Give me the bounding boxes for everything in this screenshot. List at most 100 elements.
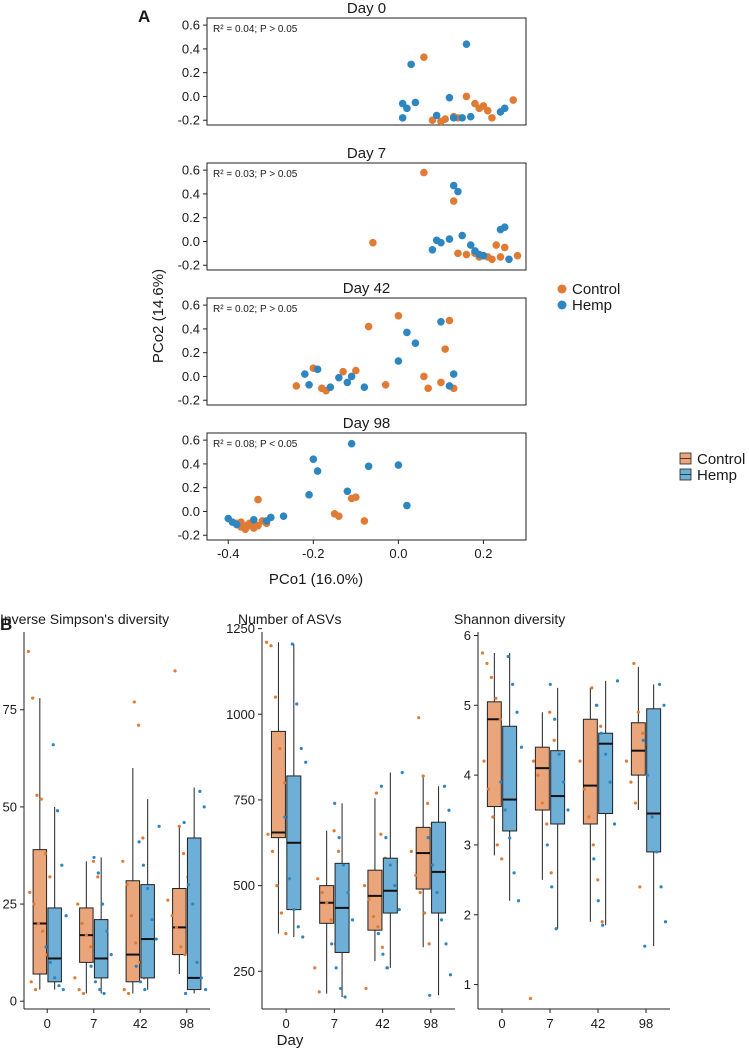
x-tick-label: 0: [498, 1016, 505, 1031]
jitter-point-control: [31, 696, 35, 700]
jitter-point-hemp: [511, 682, 515, 686]
jitter-point-control: [35, 793, 39, 797]
point-hemp: [505, 255, 513, 264]
jitter-point-hemp: [393, 884, 397, 888]
jitter-point-control: [81, 991, 86, 996]
jitter-point-control: [552, 738, 556, 742]
jitter-point-control: [426, 801, 430, 805]
point-hemp: [466, 112, 475, 121]
jitter-point-control: [320, 890, 324, 895]
point-hemp: [449, 370, 458, 378]
point-hemp: [411, 339, 420, 347]
jitter-point-hemp: [57, 984, 61, 988]
point-control: [381, 380, 390, 389]
jitter-point-hemp: [304, 760, 308, 764]
jitter-point-hemp: [100, 902, 105, 906]
jitter-point-control: [409, 849, 413, 853]
jitter-point-control: [636, 710, 640, 714]
jitter-point-control: [591, 843, 595, 847]
jitter-point-hemp: [376, 932, 381, 936]
jitter-point-hemp: [93, 980, 98, 984]
point-control: [420, 372, 428, 381]
x-tick-label: 42: [133, 1016, 147, 1031]
jitter-point-control: [587, 815, 591, 819]
box-hemp: [431, 821, 447, 914]
point-hemp: [398, 114, 407, 122]
y-tick-label: 0.4: [182, 456, 200, 471]
jitter-point-control: [313, 966, 317, 970]
y-tick-label: 0.2: [182, 65, 200, 80]
box-panel-title: Shannon diversity: [454, 611, 565, 627]
plot-frame: [206, 17, 527, 126]
jitter-point-control: [500, 857, 504, 861]
jitter-point-control: [536, 773, 540, 777]
point-control: [441, 115, 449, 123]
x-tick-label: -0.2: [302, 546, 324, 561]
jitter-point-control: [96, 875, 100, 879]
jitter-point-control: [325, 901, 329, 905]
jitter-point-hemp: [655, 850, 659, 854]
legend-b-control-label: Control: [697, 451, 745, 468]
jitter-point-hemp: [503, 808, 507, 812]
jitter-point-hemp: [55, 809, 60, 813]
point-hemp: [335, 373, 343, 382]
point-control: [352, 366, 360, 375]
jitter-point-control: [336, 849, 341, 853]
y-tick-label: 50: [3, 799, 17, 814]
point-hemp: [343, 378, 352, 387]
jitter-point-control: [590, 686, 594, 690]
jitter-point-control: [141, 836, 145, 840]
point-hemp: [249, 515, 258, 524]
pcoa-day7-panel: Day 7 R² = 0.03; P > 0.05 -0.2 0.0 0.2 0.4 0.6: [178, 145, 527, 273]
point-hemp: [479, 251, 488, 260]
jitter-point-hemp: [599, 731, 603, 735]
jitter-point-hemp: [89, 964, 93, 968]
point-hemp: [437, 238, 445, 247]
point-control: [441, 345, 449, 353]
jitter-point-control: [73, 976, 77, 980]
box-hemp: [502, 725, 518, 832]
box-control: [32, 849, 48, 975]
jitter-point-control: [125, 883, 129, 887]
y-tick-label: 750: [233, 792, 255, 807]
jitter-point-hemp: [384, 836, 388, 840]
jitter-point-hemp: [516, 899, 521, 903]
jitter-point-hemp: [157, 824, 161, 828]
jitter-point-hemp: [198, 789, 202, 793]
jitter-point-hemp: [182, 820, 186, 825]
jitter-point-control: [84, 933, 88, 937]
point-control: [424, 384, 432, 393]
jitter-point-control: [91, 859, 96, 863]
pcoa-y-axis-label: PCo2 (14.6%): [150, 269, 167, 363]
x-tick-label: 0.2: [474, 546, 492, 561]
jitter-point-hemp: [601, 923, 605, 927]
jitter-point-hemp: [385, 966, 389, 970]
jitter-point-control: [494, 696, 498, 700]
x-tick-label: 7: [546, 1016, 553, 1031]
y-tick-label: -0.2: [178, 113, 200, 128]
jitter-point-hemp: [592, 857, 596, 861]
jitter-point-control: [170, 914, 174, 918]
jitter-point-hemp: [287, 877, 291, 881]
y-tick-label: 0.2: [182, 480, 200, 495]
point-hemp: [462, 40, 471, 48]
box-control: [534, 746, 550, 811]
jitter-point-control: [39, 797, 43, 801]
x-tick-label: 0: [44, 1016, 51, 1031]
point-control: [352, 493, 360, 502]
jitter-point-control: [528, 996, 533, 1001]
box-x-axis-label: Day: [277, 1032, 304, 1049]
jitter-point-hemp: [346, 890, 350, 895]
jitter-point-control: [498, 717, 502, 721]
pcoa-x-axis-label: PCo1 (16.0%): [269, 571, 363, 588]
point-control: [462, 250, 471, 259]
point-control: [500, 243, 509, 252]
jitter-point-hemp: [615, 679, 620, 683]
jitter-point-hemp: [646, 773, 650, 777]
point-hemp: [407, 60, 415, 69]
jitter-point-hemp: [199, 976, 203, 980]
jitter-point-control: [329, 918, 333, 922]
legend-a: Control Hemp: [557, 281, 620, 314]
box-hemp: [93, 919, 109, 979]
jitter-point-control: [166, 898, 170, 902]
